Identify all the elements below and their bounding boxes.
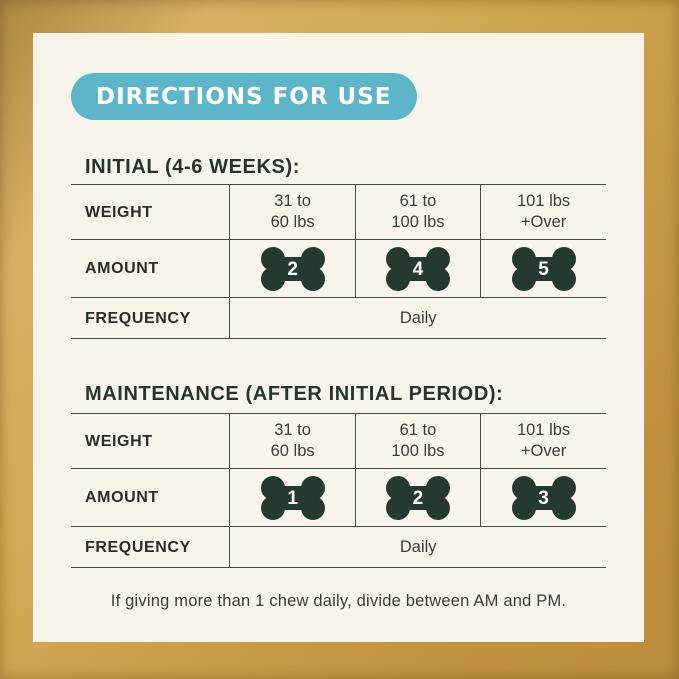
bone-count: 2 (287, 258, 298, 280)
row-label-amount: AMOUNT (71, 239, 231, 298)
table-row-amount: AMOUNT 1 2 3 (71, 468, 606, 527)
bone-icon: 2 (260, 246, 326, 292)
bone-icon: 5 (511, 246, 577, 292)
bone-count: 3 (538, 487, 549, 509)
frequency-value: Daily (229, 297, 606, 339)
bone-icon: 4 (385, 246, 451, 292)
row-label-weight: WEIGHT (71, 184, 231, 240)
weight-range-cell: 101 lbs +Over (516, 192, 571, 231)
bone-icon: 1 (260, 475, 326, 521)
table-row-frequency: FREQUENCY Daily (71, 526, 606, 568)
table-row-amount: AMOUNT 2 4 5 (71, 239, 606, 298)
row-label-weight: WEIGHT (71, 413, 231, 469)
dosing-note: If giving more than 1 chew daily, divide… (110, 592, 567, 610)
bone-icon: 3 (511, 475, 577, 521)
initial-section-heading: INITIAL (4-6 WEEKS): (85, 156, 300, 178)
row-label-frequency: FREQUENCY (71, 297, 231, 339)
bone-count: 2 (412, 487, 424, 509)
table-row-frequency: FREQUENCY Daily (71, 297, 606, 339)
bone-icon: 2 (385, 475, 451, 521)
row-label-frequency: FREQUENCY (71, 526, 231, 568)
weight-range-cell: 31 to 60 lbs (229, 413, 356, 469)
maintenance-dosage-table: WEIGHT 31 to 60 lbs 61 to 100 lbs 101 lb… (71, 413, 606, 568)
weight-range-cell: 101 lbs +Over (516, 421, 571, 460)
weight-range-cell: 61 to 100 lbs (355, 413, 482, 469)
directions-for-use-title: DIRECTIONS FOR USE (96, 83, 392, 110)
maintenance-section-heading: MAINTENANCE (AFTER INITIAL PERIOD): (85, 383, 504, 405)
directions-for-use-header: DIRECTIONS FOR USE (71, 73, 417, 120)
table-row-weight: WEIGHT 31 to 60 lbs 61 to 100 lbs 101 lb… (71, 413, 606, 469)
initial-dosage-table: WEIGHT 31 to 60 lbs 61 to 100 lbs 101 lb… (71, 184, 606, 339)
weight-range-cell: 61 to 100 lbs (355, 184, 482, 240)
bone-count: 5 (538, 258, 549, 280)
weight-range-cell: 31 to 60 lbs (229, 184, 356, 240)
table-row-weight: WEIGHT 31 to 60 lbs 61 to 100 lbs 101 lb… (71, 184, 606, 240)
directions-panel: DIRECTIONS FOR USE INITIAL (4-6 WEEKS): … (33, 33, 644, 642)
row-label-amount: AMOUNT (71, 468, 231, 527)
bone-count: 1 (287, 487, 298, 509)
frequency-value: Daily (229, 526, 606, 568)
bone-count: 4 (412, 258, 424, 280)
